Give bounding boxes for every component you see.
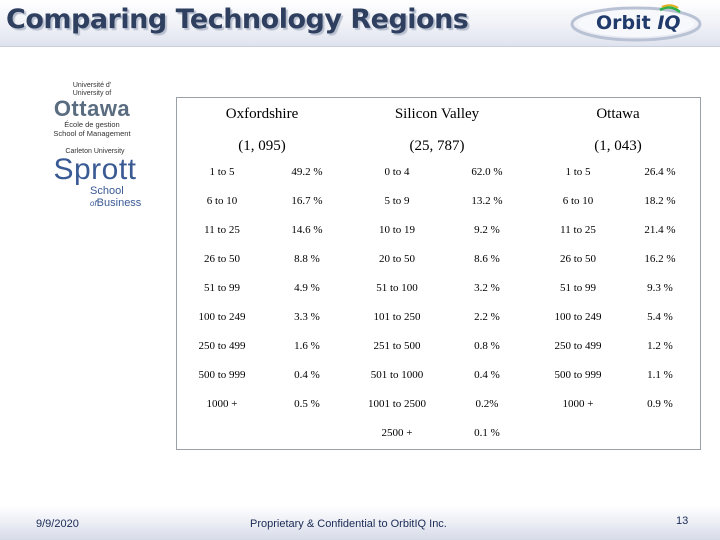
orbit-swoosh-icon bbox=[570, 4, 702, 42]
orbit-word: Orbit bbox=[596, 12, 651, 34]
footer-bar bbox=[0, 506, 720, 540]
table-cell-size-range: 2500 + bbox=[381, 427, 413, 439]
region-header-name: Ottawa bbox=[596, 106, 640, 122]
sprott-sub2-prefix: of bbox=[90, 199, 97, 208]
table-cell-size-range: 101 to 250 bbox=[373, 311, 421, 323]
table-cell-percent: 0.2% bbox=[475, 398, 499, 410]
table-cell-percent: 0.1 % bbox=[474, 427, 500, 439]
table-cell-size-range: 1000 + bbox=[206, 398, 238, 410]
table-cell-size-range: 1 to 5 bbox=[565, 166, 591, 178]
table-cell-percent: 18.2 % bbox=[644, 195, 676, 207]
table-cell-size-range: 1001 to 2500 bbox=[367, 398, 427, 410]
table-cell-size-range: 51 to 100 bbox=[376, 282, 418, 294]
table-cell-percent: 8.8 % bbox=[294, 253, 320, 265]
sprott-logo: Carleton University Sprott School ofBusi… bbox=[40, 148, 150, 210]
table-frame bbox=[176, 97, 701, 450]
table-cell-size-range: 6 to 10 bbox=[562, 195, 594, 207]
table-cell-percent: 0.5 % bbox=[294, 398, 320, 410]
table-cell-percent: 0.8 % bbox=[474, 340, 500, 352]
table-cell-percent: 0.4 % bbox=[294, 369, 320, 381]
table-cell-size-range: 251 to 500 bbox=[373, 340, 421, 352]
table-cell-size-range: 250 to 499 bbox=[554, 340, 602, 352]
table-cell-size-range: 500 to 999 bbox=[198, 369, 246, 381]
uottawa-line2: University of bbox=[72, 90, 112, 97]
table-cell-percent: 14.6 % bbox=[291, 224, 323, 236]
uottawa-name: Ottawa bbox=[53, 96, 131, 121]
table-cell-size-range: 26 to 50 bbox=[203, 253, 241, 265]
table-cell-percent: 2.2 % bbox=[474, 311, 500, 323]
table-cell-percent: 26.4 % bbox=[644, 166, 676, 178]
table-cell-percent: 9.3 % bbox=[647, 282, 673, 294]
table-cell-percent: 21.4 % bbox=[644, 224, 676, 236]
table-cell-percent: 4.9 % bbox=[294, 282, 320, 294]
table-cell-percent: 1.6 % bbox=[294, 340, 320, 352]
uottawa-sub1: École de gestion bbox=[64, 120, 120, 129]
table-cell-percent: 5.4 % bbox=[647, 311, 673, 323]
region-header-count: (1, 095) bbox=[238, 138, 286, 154]
region-header-name: Oxfordshire bbox=[225, 106, 299, 122]
title-bar: Comparing Technology Regions Orbit IQ bbox=[0, 0, 720, 47]
table-cell-percent: 16.7 % bbox=[291, 195, 323, 207]
table-cell-size-range: 1000 + bbox=[562, 398, 594, 410]
table-cell-percent: 8.6 % bbox=[474, 253, 500, 265]
table-cell-percent: 16.2 % bbox=[644, 253, 676, 265]
uottawa-sub2: School of Management bbox=[53, 129, 131, 138]
table-cell-size-range: 5 to 9 bbox=[384, 195, 410, 207]
slide-title: Comparing Technology Regions bbox=[6, 4, 469, 35]
table-cell-size-range: 20 to 50 bbox=[378, 253, 416, 265]
page-number: 13 bbox=[676, 515, 689, 527]
table-cell-size-range: 1 to 5 bbox=[209, 166, 235, 178]
table-cell-size-range: 51 to 99 bbox=[559, 282, 597, 294]
region-header-name: Silicon Valley bbox=[394, 106, 480, 122]
table-cell-size-range: 100 to 249 bbox=[198, 311, 246, 323]
uottawa-logo: Université d' University of Ottawa École… bbox=[44, 82, 140, 138]
table-cell-size-range: 11 to 25 bbox=[204, 224, 240, 236]
region-header-count: (25, 787) bbox=[409, 138, 465, 154]
orbit-iq-logo: Orbit IQ bbox=[568, 2, 708, 42]
footer-date: 9/9/2020 bbox=[36, 518, 79, 530]
sprott-sub2: Business bbox=[96, 197, 142, 209]
table-cell-size-range: 100 to 249 bbox=[554, 311, 602, 323]
table-cell-percent: 13.2 % bbox=[471, 195, 503, 207]
table-cell-size-range: 501 to 1000 bbox=[370, 369, 424, 381]
sprott-name: Sprott bbox=[53, 153, 137, 186]
table-cell-percent: 1.2 % bbox=[647, 340, 673, 352]
table-cell-size-range: 26 to 50 bbox=[559, 253, 597, 265]
table-cell-size-range: 250 to 499 bbox=[198, 340, 246, 352]
table-cell-percent: 3.2 % bbox=[474, 282, 500, 294]
table-cell-size-range: 0 to 4 bbox=[384, 166, 410, 178]
table-cell-percent: 1.1 % bbox=[647, 369, 673, 381]
footer-text: Proprietary & Confidential to OrbitIQ In… bbox=[250, 518, 447, 530]
region-header-count: (1, 043) bbox=[594, 138, 642, 154]
orbit-iq-wordmark: Orbit IQ bbox=[596, 12, 681, 34]
table-cell-size-range: 10 to 19 bbox=[378, 224, 416, 236]
uottawa-line1: Université d' bbox=[72, 82, 112, 89]
table-cell-percent: 3.3 % bbox=[294, 311, 320, 323]
table-cell-percent: 0.9 % bbox=[647, 398, 673, 410]
iq-word: IQ bbox=[657, 12, 681, 34]
table-cell-percent: 9.2 % bbox=[474, 224, 500, 236]
table-cell-size-range: 51 to 99 bbox=[203, 282, 241, 294]
sprott-sub2-wrap: ofBusiness bbox=[40, 197, 150, 210]
sprott-line1: Carleton University bbox=[65, 148, 125, 155]
sprott-sub1: School bbox=[90, 185, 124, 197]
table-cell-percent: 0.4 % bbox=[474, 369, 500, 381]
table-cell-percent: 62.0 % bbox=[471, 166, 503, 178]
table-cell-size-range: 11 to 25 bbox=[560, 224, 596, 236]
table-cell-percent: 49.2 % bbox=[291, 166, 323, 178]
table-cell-size-range: 500 to 999 bbox=[554, 369, 602, 381]
table-cell-size-range: 6 to 10 bbox=[206, 195, 238, 207]
